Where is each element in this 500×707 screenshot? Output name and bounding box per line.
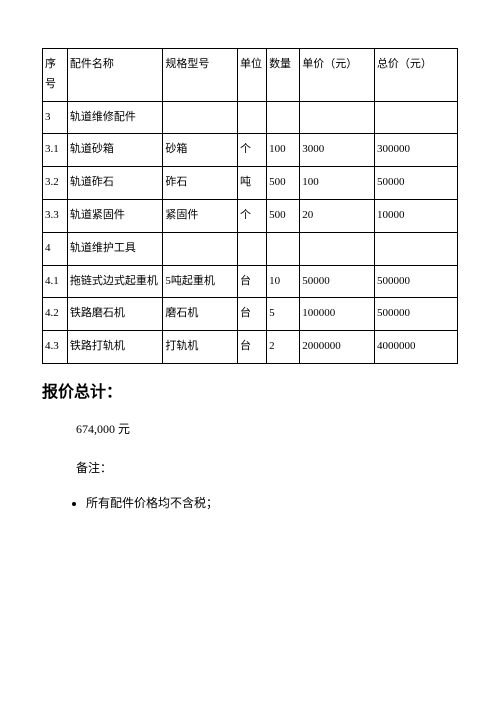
col-header-seq: 序号 <box>43 49 68 102</box>
cell-qty: 500 <box>267 199 300 232</box>
cell-total: 300000 <box>374 134 457 167</box>
table-row: 3.2 轨道砟石 砟石 吨 500 100 50000 <box>43 167 458 200</box>
cell-unit: 吨 <box>238 167 267 200</box>
cell-seq: 4.2 <box>43 298 68 331</box>
cell-spec: 砟石 <box>163 167 238 200</box>
cell-spec: 打轨机 <box>163 331 238 364</box>
cell-unit: 个 <box>238 134 267 167</box>
cell-name: 轨道紧固件 <box>67 199 162 232</box>
col-header-unit: 单位 <box>238 49 267 102</box>
cell-qty: 100 <box>267 134 300 167</box>
cell-spec <box>163 232 238 265</box>
table-row: 4 轨道维护工具 <box>43 232 458 265</box>
cell-name: 轨道砟石 <box>67 167 162 200</box>
table-header-row: 序号 配件名称 规格型号 单位 数量 单价（元） 总价（元） <box>43 49 458 102</box>
col-header-total: 总价（元） <box>374 49 457 102</box>
cell-unit: 台 <box>238 298 267 331</box>
cell-name: 轨道维护工具 <box>67 232 162 265</box>
cell-spec <box>163 101 238 134</box>
total-amount: 674,000 元 <box>76 420 458 437</box>
cell-seq: 3.3 <box>43 199 68 232</box>
cell-price <box>300 232 375 265</box>
cell-name: 铁路磨石机 <box>67 298 162 331</box>
cell-qty: 2 <box>267 331 300 364</box>
cell-total: 500000 <box>374 265 457 298</box>
cell-name: 轨道维修配件 <box>67 101 162 134</box>
cell-qty: 5 <box>267 298 300 331</box>
cell-total: 4000000 <box>374 331 457 364</box>
cell-price: 50000 <box>300 265 375 298</box>
cell-spec: 紧固件 <box>163 199 238 232</box>
cell-unit: 个 <box>238 199 267 232</box>
pricing-table: 序号 配件名称 规格型号 单位 数量 单价（元） 总价（元） 3 轨道维修配件 … <box>42 48 458 364</box>
cell-qty: 500 <box>267 167 300 200</box>
remark-label: 备注： <box>76 459 458 476</box>
cell-total: 500000 <box>374 298 457 331</box>
summary-heading: 报价总计： <box>42 378 458 402</box>
cell-price <box>300 101 375 134</box>
col-header-name: 配件名称 <box>67 49 162 102</box>
cell-unit: 台 <box>238 331 267 364</box>
cell-seq: 4.3 <box>43 331 68 364</box>
cell-seq: 3.2 <box>43 167 68 200</box>
cell-spec: 砂箱 <box>163 134 238 167</box>
cell-name: 轨道砂箱 <box>67 134 162 167</box>
cell-price: 100000 <box>300 298 375 331</box>
cell-seq: 3.1 <box>43 134 68 167</box>
cell-total: 10000 <box>374 199 457 232</box>
table-row: 4.3 铁路打轨机 打轨机 台 2 2000000 4000000 <box>43 331 458 364</box>
cell-unit <box>238 101 267 134</box>
cell-price: 20 <box>300 199 375 232</box>
cell-qty <box>267 101 300 134</box>
page-container: 序号 配件名称 规格型号 单位 数量 单价（元） 总价（元） 3 轨道维修配件 … <box>0 0 500 513</box>
cell-name: 拖链式边式起重机 <box>67 265 162 298</box>
table-row: 3.3 轨道紧固件 紧固件 个 500 20 10000 <box>43 199 458 232</box>
cell-price: 100 <box>300 167 375 200</box>
table-row: 4.1 拖链式边式起重机 5吨起重机 台 10 50000 500000 <box>43 265 458 298</box>
cell-spec: 磨石机 <box>163 298 238 331</box>
cell-total: 50000 <box>374 167 457 200</box>
col-header-qty: 数量 <box>267 49 300 102</box>
cell-price: 3000 <box>300 134 375 167</box>
cell-seq: 4 <box>43 232 68 265</box>
table-row: 4.2 铁路磨石机 磨石机 台 5 100000 500000 <box>43 298 458 331</box>
table-row: 3.1 轨道砂箱 砂箱 个 100 3000 300000 <box>43 134 458 167</box>
cell-name: 铁路打轨机 <box>67 331 162 364</box>
cell-seq: 4.1 <box>43 265 68 298</box>
col-header-spec: 规格型号 <box>163 49 238 102</box>
cell-qty <box>267 232 300 265</box>
col-header-price: 单价（元） <box>300 49 375 102</box>
cell-total <box>374 232 457 265</box>
cell-unit: 台 <box>238 265 267 298</box>
notes-list: 所有配件价格均不含税； <box>86 494 458 513</box>
cell-total <box>374 101 457 134</box>
cell-spec: 5吨起重机 <box>163 265 238 298</box>
cell-seq: 3 <box>43 101 68 134</box>
cell-qty: 10 <box>267 265 300 298</box>
note-item: 所有配件价格均不含税； <box>86 494 458 513</box>
table-row: 3 轨道维修配件 <box>43 101 458 134</box>
cell-price: 2000000 <box>300 331 375 364</box>
cell-unit <box>238 232 267 265</box>
